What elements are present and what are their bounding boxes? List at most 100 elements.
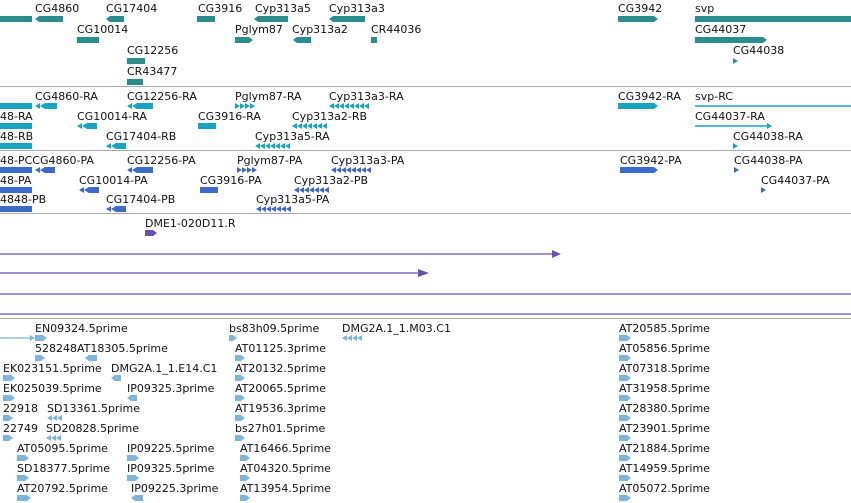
est-feature[interactable]: [347, 335, 352, 341]
transcript-feature[interactable]: [0, 103, 32, 109]
transcript-feature[interactable]: [292, 123, 297, 129]
protein-feature[interactable]: [336, 167, 341, 173]
est-feature[interactable]: [619, 495, 631, 501]
transcript-feature[interactable]: [40, 103, 45, 109]
gene-feature[interactable]: [0, 16, 32, 22]
est-feature[interactable]: [17, 455, 29, 461]
est-label[interactable]: AT20065.5prime: [235, 382, 326, 395]
est-label[interactable]: bs83h09.5prime: [229, 322, 320, 335]
gene-feature[interactable]: [695, 16, 851, 22]
protein-label[interactable]: Cyp313a3-PA: [331, 154, 405, 167]
transcript-feature[interactable]: [618, 103, 658, 109]
transcript-feature[interactable]: [35, 103, 40, 109]
est-feature[interactable]: [240, 455, 250, 461]
est-feature[interactable]: [240, 495, 250, 501]
est-feature[interactable]: [342, 335, 347, 341]
protein-feature[interactable]: [309, 187, 314, 193]
gene-label[interactable]: CG10014: [77, 23, 129, 36]
est-feature[interactable]: [235, 375, 245, 381]
protein-label[interactable]: CG10014-PA: [79, 174, 148, 187]
transcript-label[interactable]: Cyp313a3-RA: [329, 90, 404, 103]
est-feature[interactable]: [619, 435, 631, 441]
gene-label[interactable]: CG17404: [106, 2, 158, 15]
transcript-label[interactable]: Pglym87-RA: [235, 90, 302, 103]
transcript-feature[interactable]: [87, 123, 97, 129]
protein-feature[interactable]: [106, 206, 111, 212]
est-feature[interactable]: [619, 455, 631, 461]
transcript-label[interactable]: CG44038-RA: [733, 130, 803, 143]
transcript-feature[interactable]: [137, 103, 153, 109]
gene-feature[interactable]: [77, 37, 99, 43]
transcript-feature[interactable]: [235, 103, 240, 109]
transcript-label[interactable]: CG17404-RB: [106, 130, 177, 143]
transcript-label[interactable]: CG3916-RA: [198, 110, 261, 123]
transcript-feature[interactable]: [255, 143, 260, 149]
transcript-feature[interactable]: [312, 123, 317, 129]
est-feature[interactable]: [51, 435, 56, 441]
est-label[interactable]: AT20132.5prime: [235, 362, 326, 375]
est-feature[interactable]: [46, 435, 51, 441]
est-label[interactable]: AT19536.3prime: [235, 402, 326, 415]
protein-feature[interactable]: [341, 167, 346, 173]
protein-feature[interactable]: [324, 187, 329, 193]
protein-label[interactable]: Cyp313a2-PB: [294, 174, 369, 187]
gene-label[interactable]: CG3942: [618, 2, 663, 15]
transcript-label[interactable]: 48-RA: [0, 110, 33, 123]
transcript-label[interactable]: 48-RB: [0, 130, 34, 143]
est-label[interactable]: AT21884.5prime: [619, 442, 710, 455]
protein-label[interactable]: 48-PCCG4860-PA: [0, 154, 94, 167]
protein-label[interactable]: CG3942-PA: [620, 154, 682, 167]
protein-feature[interactable]: [242, 167, 247, 173]
est-label[interactable]: AT05095.5prime: [17, 442, 108, 455]
est-feature[interactable]: [131, 495, 143, 501]
transcript-feature[interactable]: [77, 123, 82, 129]
est-label[interactable]: EK023151.5prime: [3, 362, 102, 375]
transcript-feature[interactable]: [127, 103, 132, 109]
transcript-feature[interactable]: [275, 143, 280, 149]
gene-label[interactable]: Cyp313a2: [292, 23, 348, 36]
transcript-feature[interactable]: [116, 143, 126, 149]
est-feature[interactable]: [17, 475, 29, 481]
protein-feature[interactable]: [40, 167, 45, 173]
est-feature[interactable]: [3, 395, 15, 401]
est-label[interactable]: AT20792.5prime: [17, 482, 108, 495]
transcript-feature[interactable]: [733, 143, 738, 149]
gene-feature[interactable]: [254, 16, 288, 22]
protein-feature[interactable]: [256, 206, 261, 212]
gene-feature[interactable]: [127, 58, 145, 64]
est-label[interactable]: AT16466.5prime: [240, 442, 331, 455]
est-feature[interactable]: [35, 335, 47, 341]
est-feature[interactable]: [619, 335, 631, 341]
est-label[interactable]: 528248AT18305.5prime: [35, 342, 168, 355]
transcript-label[interactable]: Cyp313a2-RB: [292, 110, 368, 123]
protein-feature[interactable]: [252, 167, 257, 173]
transcript-feature[interactable]: [270, 143, 275, 149]
transcript-feature[interactable]: [245, 103, 250, 109]
est-feature[interactable]: [56, 435, 61, 441]
transcript-feature[interactable]: [265, 143, 270, 149]
protein-feature[interactable]: [304, 187, 309, 193]
protein-feature[interactable]: [116, 206, 126, 212]
transcript-feature[interactable]: [364, 103, 369, 109]
est-feature[interactable]: [57, 415, 62, 421]
protein-feature[interactable]: [351, 167, 356, 173]
protein-label[interactable]: CG3916-PA: [200, 174, 262, 187]
gene-label[interactable]: CG4860: [35, 2, 80, 15]
protein-feature[interactable]: [84, 187, 89, 193]
est-feature[interactable]: [357, 335, 362, 341]
protein-feature[interactable]: [45, 167, 55, 173]
protein-label[interactable]: CG44037-PA: [761, 174, 830, 187]
protein-feature[interactable]: [200, 187, 218, 193]
gene-label[interactable]: Cyp313a3: [329, 2, 385, 15]
est-feature[interactable]: [619, 355, 631, 361]
protein-feature[interactable]: [137, 167, 153, 173]
est-feature[interactable]: [127, 395, 137, 401]
est-label[interactable]: AT05856.5prime: [619, 342, 710, 355]
transcript-feature[interactable]: [297, 123, 302, 129]
transcript-feature[interactable]: [280, 143, 285, 149]
protein-feature[interactable]: [276, 206, 281, 212]
est-feature[interactable]: [17, 495, 31, 501]
est-feature[interactable]: [352, 335, 357, 341]
gene-label[interactable]: CG12256: [127, 44, 179, 57]
